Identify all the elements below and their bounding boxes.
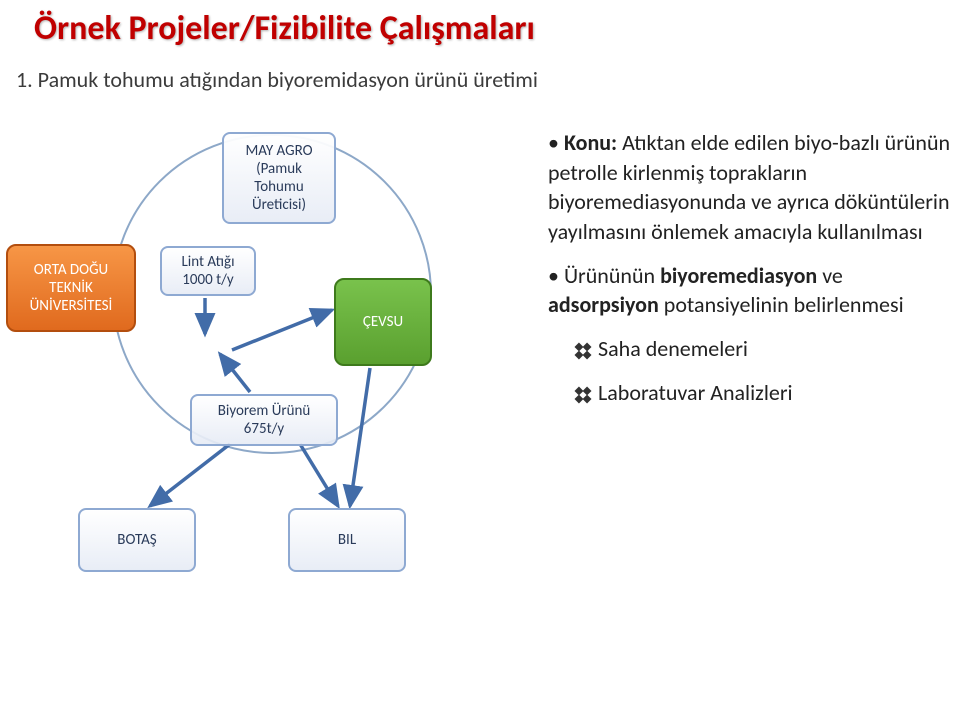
p2-rest: potansiyelinin belirlenmesi bbox=[664, 291, 904, 318]
node-cevsu: ÇEVSU bbox=[334, 278, 432, 366]
sub-saha: Saha denemeleri bbox=[574, 334, 958, 364]
node-botas: BOTAŞ bbox=[78, 508, 196, 572]
diagram-area: MAY AGRO(PamukTohumuÜreticisi) Lint Atığ… bbox=[0, 110, 560, 610]
konu-label: Konu: bbox=[564, 129, 617, 156]
node-may-agro: MAY AGRO(PamukTohumuÜreticisi) bbox=[222, 132, 336, 224]
sub2-text: Laboratuvar Analizleri bbox=[598, 379, 793, 406]
node-odtu: ORTA DOĞUTEKNİKÜNİVERSİTESİ bbox=[6, 244, 136, 332]
page-title: Örnek Projeler/Fizibilite Çalışmaları bbox=[34, 8, 535, 49]
node-bil: BIL bbox=[288, 508, 406, 572]
subtitle: 1. Pamuk tohumu atığından biyoremidasyon… bbox=[16, 66, 538, 93]
bullet-list: Konu: Atıktan elde edilen biyo-bazlı ürü… bbox=[548, 128, 958, 422]
node-lint-atigi: Lint Atığı1000 t/y bbox=[160, 246, 256, 296]
sub1-text: Saha denemeleri bbox=[598, 335, 748, 362]
p2-mid: ve bbox=[817, 262, 843, 289]
p2-prefix: Ürününün bbox=[564, 262, 660, 289]
p2-bold1: biyoremediasyon bbox=[660, 262, 817, 289]
p2-bold2: adsorpsiyon bbox=[548, 291, 664, 318]
clover-icon bbox=[574, 342, 592, 360]
node-biyorem-urunu: Biyorem Ürünü675t/y bbox=[190, 394, 338, 446]
clover-icon bbox=[574, 386, 592, 404]
bullet-potential: Ürününün biyoremediasyon ve adsorpsiyon … bbox=[548, 261, 958, 320]
sub-lab: Laboratuvar Analizleri bbox=[574, 378, 958, 408]
bullet-konu: Konu: Atıktan elde edilen biyo-bazlı ürü… bbox=[548, 128, 958, 247]
